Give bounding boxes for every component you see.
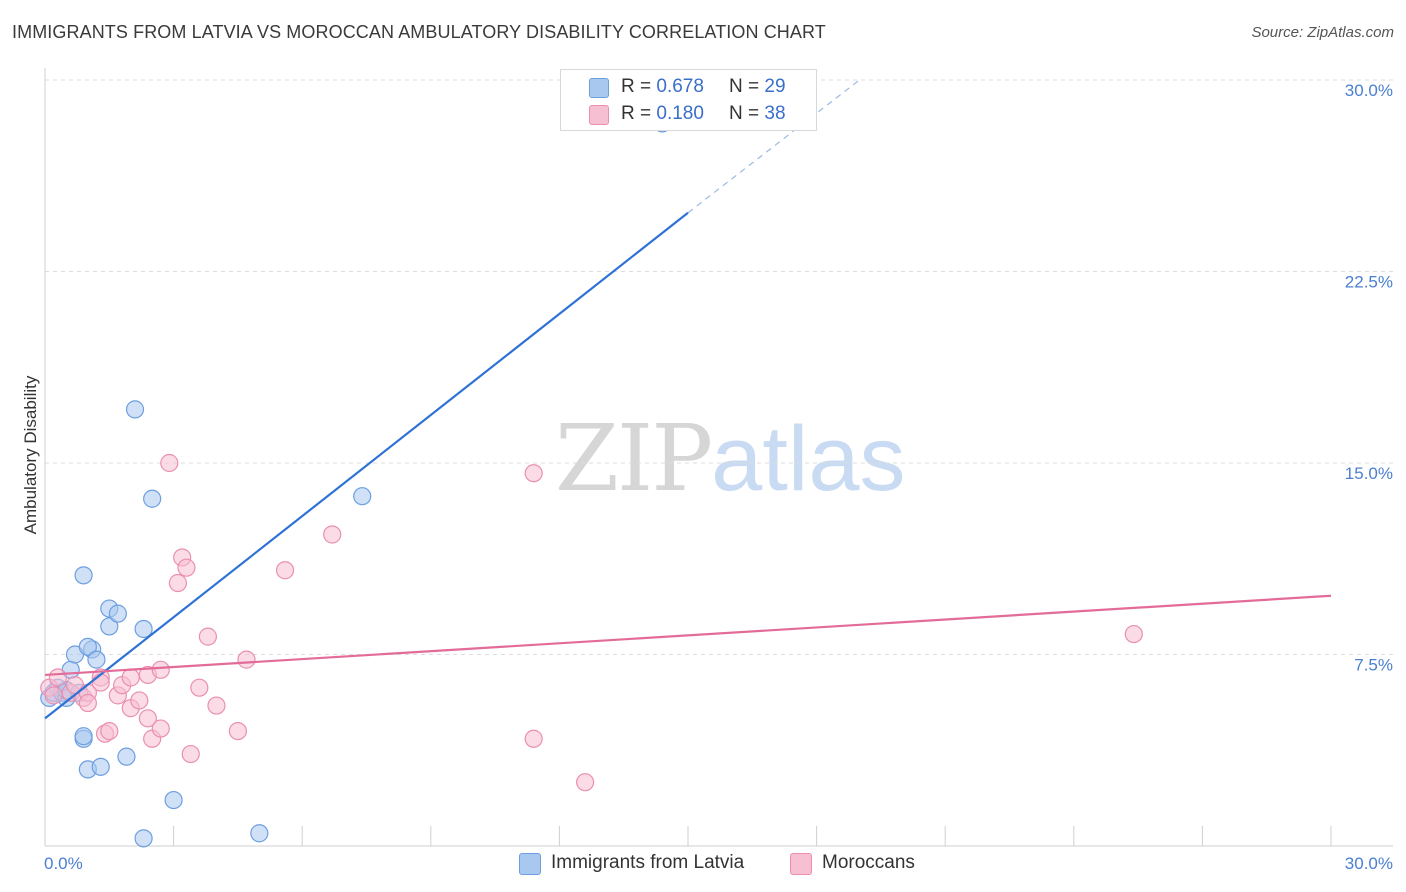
point-moroccans (91, 673, 110, 692)
point-moroccans (130, 691, 149, 710)
y-tick-labels: 7.5% 15.0% 22.5% 30.0% (1345, 81, 1393, 675)
legend-swatch-moroccans (589, 105, 609, 125)
point-latvia (134, 619, 153, 639)
legend-swatch-latvia (519, 853, 541, 875)
watermark-atlas: atlas (711, 408, 906, 510)
point-latvia (134, 829, 153, 848)
legend-r-value: 0.678 (656, 76, 704, 97)
point-latvia (91, 757, 110, 776)
trend-lines (44, 79, 1332, 720)
point-latvia (87, 650, 106, 669)
point-moroccans (48, 668, 67, 687)
point-moroccans (177, 558, 196, 577)
point-latvia (164, 790, 183, 810)
x-tick-labels: 0.0% 30.0% (44, 854, 1393, 873)
data-points (40, 114, 1143, 848)
y-tick-label: 15.0% (1345, 464, 1393, 483)
point-latvia (100, 617, 119, 636)
point-moroccans (198, 627, 217, 646)
gridlines (45, 79, 1395, 655)
point-moroccans (576, 773, 595, 792)
legend-n-label: N = 38 (729, 103, 786, 124)
legend-n-value: 38 (764, 103, 786, 124)
point-moroccans (237, 650, 256, 669)
point-latvia (117, 747, 136, 766)
legend-label-latvia: Immigrants from Latvia (551, 852, 745, 873)
legend-r-value: 0.180 (656, 103, 704, 124)
point-moroccans (275, 561, 295, 580)
point-moroccans (524, 464, 543, 483)
trend-line-moroccans (44, 594, 1332, 677)
point-moroccans (100, 721, 119, 741)
point-latvia (353, 487, 372, 506)
point-moroccans (323, 525, 342, 544)
legend-n-label: N = 29 (729, 76, 786, 97)
source-label: Source: ZipAtlas.com (1251, 24, 1394, 41)
watermark-zip: ZIP (555, 405, 713, 512)
point-latvia (78, 637, 97, 656)
point-moroccans (181, 744, 200, 764)
point-moroccans (190, 678, 209, 697)
trend-line-latvia (44, 211, 689, 720)
point-moroccans (207, 696, 226, 715)
legend-label-moroccans: Moroccans (822, 852, 915, 873)
point-moroccans (1124, 624, 1143, 644)
point-latvia (74, 566, 93, 585)
point-moroccans (151, 660, 170, 679)
point-moroccans (44, 686, 63, 705)
point-moroccans (121, 668, 140, 687)
point-moroccans (168, 573, 187, 593)
point-moroccans (228, 721, 247, 741)
x-tick-label: 0.0% (44, 854, 83, 873)
y-tick-label: 22.5% (1345, 273, 1393, 292)
point-latvia (143, 489, 162, 508)
axes (44, 68, 1393, 847)
y-tick-label: 7.5% (1354, 656, 1393, 675)
point-latvia (250, 824, 269, 843)
series-legend: Immigrants from Latvia Moroccans (0, 852, 1406, 878)
point-moroccans (524, 729, 543, 748)
legend-r-label: R = 0.180 (621, 103, 704, 124)
watermark: ZIPatlas (555, 405, 906, 512)
point-moroccans (78, 693, 97, 713)
legend-swatch-latvia (589, 78, 609, 98)
correlation-legend: R = 0.678 N = 29 R = 0.180 N = 38 (560, 69, 817, 131)
legend-r-label: R = 0.678 (621, 76, 704, 97)
x-tick-label: 30.0% (1345, 854, 1393, 873)
y-axis-label: Ambulatory Disability (21, 375, 40, 534)
point-latvia (125, 400, 145, 419)
legend-swatch-moroccans (790, 853, 812, 875)
legend-n-value: 29 (764, 76, 786, 97)
y-tick-label: 30.0% (1345, 81, 1393, 100)
point-latvia (108, 604, 127, 623)
trend-line-latvia-extension (687, 79, 860, 214)
point-moroccans (160, 453, 179, 473)
chart-title: IMMIGRANTS FROM LATVIA VS MOROCCAN AMBUL… (12, 22, 826, 42)
point-moroccans (138, 709, 157, 728)
point-moroccans (151, 719, 170, 738)
point-latvia (74, 727, 93, 746)
